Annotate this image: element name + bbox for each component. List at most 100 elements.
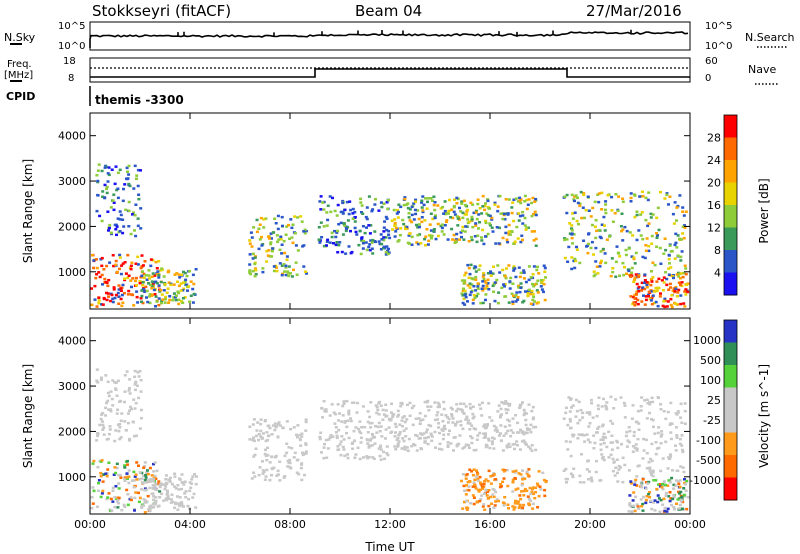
echo-cell	[397, 210, 400, 214]
echo-cell	[408, 219, 412, 222]
echo-cell	[158, 496, 162, 499]
echo-cell	[650, 417, 653, 421]
echo-cell	[632, 445, 635, 448]
echo-cell	[530, 230, 534, 233]
echo-cell	[533, 496, 537, 500]
echo-cell	[377, 413, 381, 416]
echo-cell	[514, 197, 518, 200]
echo-cell	[600, 191, 604, 195]
echo-cell	[442, 233, 446, 236]
echo-cell	[256, 421, 260, 424]
echo-cell	[264, 448, 267, 452]
echo-cell	[128, 439, 132, 442]
echo-cell	[629, 196, 633, 200]
echo-cell	[581, 206, 585, 209]
echo-cell	[563, 238, 567, 242]
freq-panel-frame	[89, 57, 691, 83]
echo-cell	[534, 213, 538, 217]
echo-cell	[640, 211, 644, 214]
echo-cell	[460, 408, 464, 412]
echo-cell	[671, 469, 674, 472]
echo-cell	[184, 495, 188, 499]
echo-cell	[90, 303, 94, 307]
echo-cell	[522, 489, 526, 493]
echo-cell	[149, 478, 153, 481]
echo-cell	[484, 281, 488, 284]
echo-cell	[644, 218, 648, 222]
echo-cell	[468, 286, 472, 289]
echo-cell	[384, 409, 388, 412]
echo-cell	[159, 280, 163, 284]
echo-cell	[653, 290, 657, 293]
echo-cell	[106, 292, 110, 295]
echo-cell	[114, 263, 118, 267]
echo-cell	[607, 456, 611, 459]
echo-cell	[659, 435, 663, 438]
echo-cell	[116, 217, 120, 220]
echo-cell	[134, 491, 138, 494]
power-panel-frame	[89, 112, 691, 310]
echo-cell	[416, 242, 420, 246]
echo-cell	[384, 250, 388, 254]
echo-cell	[106, 284, 110, 288]
echo-cell	[371, 238, 375, 242]
echo-cell	[456, 407, 460, 411]
echo-cell	[110, 509, 114, 512]
echo-cell	[274, 425, 278, 429]
echo-cell	[629, 192, 633, 195]
echo-cell	[640, 480, 644, 484]
echo-cell	[471, 417, 475, 420]
echo-cell	[344, 252, 348, 255]
echo-cell	[107, 461, 111, 464]
echo-cell	[614, 398, 618, 401]
echo-cell	[371, 456, 375, 459]
echo-cell	[521, 476, 525, 479]
echo-cell	[289, 218, 293, 221]
echo-cell	[168, 295, 172, 298]
echo-cell	[645, 237, 649, 240]
echo-cell	[474, 278, 478, 281]
echo-cell	[251, 269, 255, 273]
echo-cell	[386, 453, 390, 457]
echo-cell	[614, 260, 618, 264]
echo-cell	[679, 272, 683, 275]
echo-cell	[115, 462, 119, 466]
echo-cell	[251, 438, 255, 442]
echo-cell	[109, 206, 113, 209]
echo-cell	[505, 444, 509, 448]
echo-cell	[135, 174, 139, 177]
echo-cell	[142, 498, 146, 501]
echo-cell	[133, 369, 137, 373]
echo-cell	[649, 216, 653, 219]
echo-cell	[676, 291, 680, 294]
echo-cell	[162, 499, 166, 502]
echo-cell	[421, 209, 425, 212]
echo-cell	[384, 403, 388, 406]
echo-cell	[366, 410, 370, 413]
echo-cell	[261, 469, 265, 472]
echo-cell	[472, 496, 476, 499]
echo-cell	[665, 305, 669, 308]
echo-cell	[161, 298, 165, 301]
echo-cell	[465, 415, 469, 418]
echo-cell	[285, 258, 289, 261]
echo-cell	[649, 290, 653, 293]
echo-cell	[398, 233, 402, 237]
echo-cell	[599, 438, 603, 441]
echo-cell	[478, 499, 482, 503]
echo-cell	[647, 460, 651, 464]
echo-cell	[465, 473, 469, 476]
echo-cell	[276, 423, 280, 426]
echo-cell	[459, 420, 463, 423]
echo-cell	[427, 239, 431, 243]
echo-cell	[154, 260, 158, 264]
echo-cell	[582, 192, 586, 195]
echo-cell	[440, 428, 444, 431]
echo-cell	[176, 508, 180, 511]
echo-cell	[450, 414, 454, 418]
echo-cell	[113, 296, 117, 300]
echo-cell	[538, 485, 542, 488]
echo-cell	[319, 221, 323, 224]
echo-cell	[650, 270, 653, 273]
echo-cell	[671, 497, 675, 501]
